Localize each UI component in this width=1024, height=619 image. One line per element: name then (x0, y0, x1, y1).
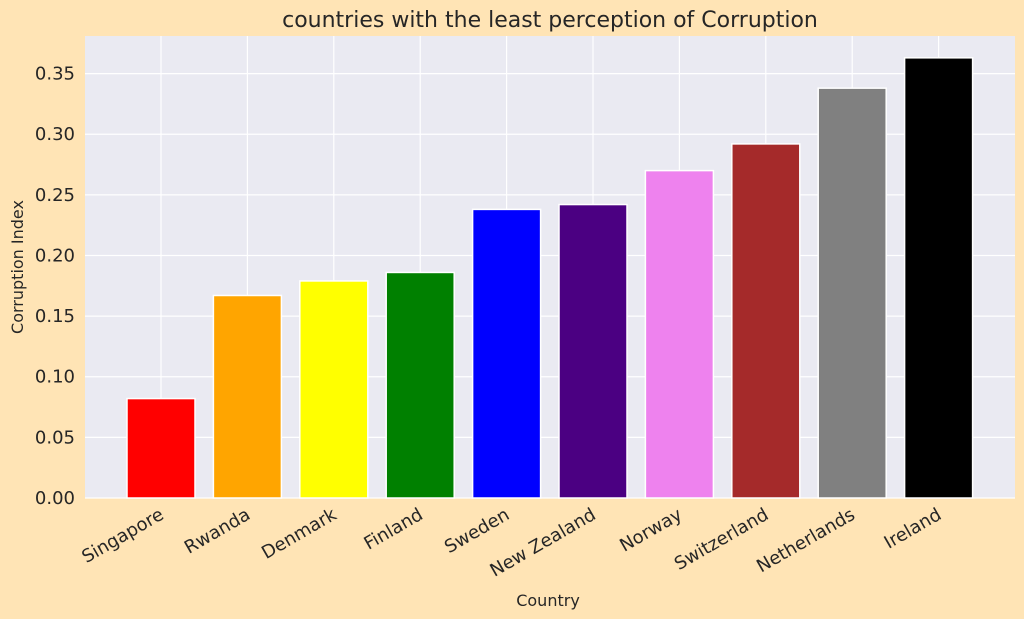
x-tick-label: Sweden (441, 504, 513, 558)
y-tick-label: 0.00 (35, 488, 75, 509)
x-tick-label: Rwanda (181, 504, 254, 558)
bars (126, 57, 974, 499)
x-tick-label: Singapore (78, 504, 167, 568)
x-tick-label: Denmark (258, 504, 341, 564)
bar-finland (385, 271, 455, 499)
chart-title: countries with the least perception of C… (282, 8, 818, 33)
x-tick-label: Finland (360, 504, 426, 554)
bar-singapore (126, 397, 196, 499)
y-tick-label: 0.10 (35, 367, 75, 388)
y-tick-label: 0.30 (35, 124, 75, 145)
bar-switzerland (731, 143, 801, 499)
y-tick-label: 0.35 (35, 64, 75, 85)
bar-norway (644, 169, 715, 499)
bar-netherlands (817, 87, 887, 499)
bar-sweden (471, 208, 542, 499)
y-tick-label: 0.05 (35, 427, 75, 448)
y-axis-label: Corruption Index (8, 200, 27, 334)
x-tick-label: Ireland (881, 504, 945, 553)
y-tick-label: 0.25 (35, 185, 75, 206)
x-axis-label: Country (516, 591, 580, 610)
x-tick-label: Norway (616, 504, 686, 557)
bar-denmark (299, 280, 369, 499)
y-tick-label: 0.15 (35, 306, 75, 327)
bar-ireland (903, 57, 974, 499)
y-tick-labels: 0.00 0.05 0.10 0.15 0.20 0.25 0.30 0.35 (35, 64, 75, 509)
x-tick-label: Netherlands (753, 504, 859, 577)
bar-rwanda (212, 294, 283, 499)
bar-new-zealand (558, 203, 628, 499)
y-tick-label: 0.20 (35, 245, 75, 266)
